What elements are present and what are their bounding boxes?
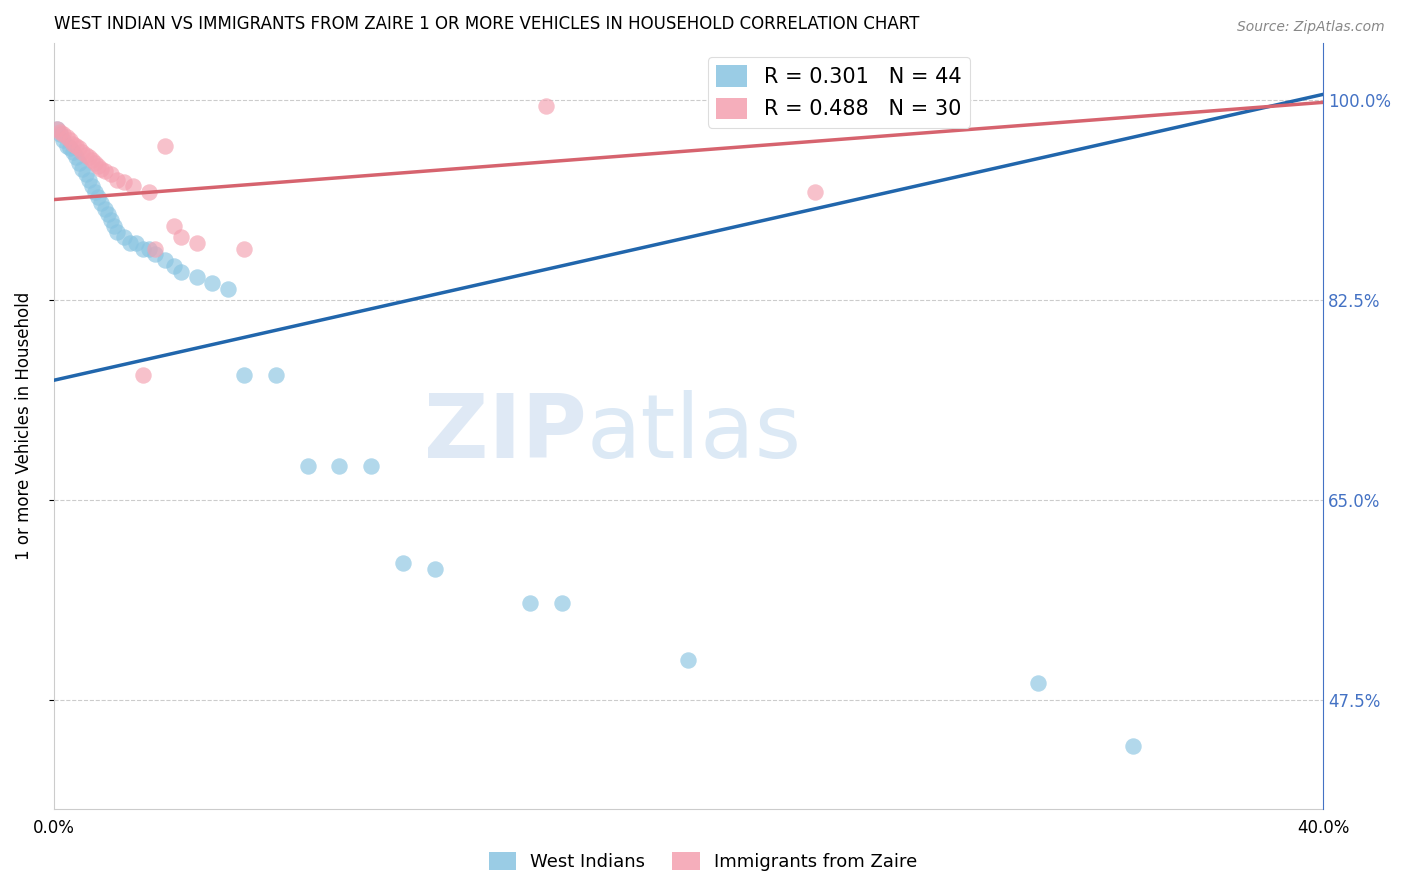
Point [186, 270, 208, 285]
Point [105, 173, 128, 187]
Point [93, 164, 115, 178]
Point [90, 161, 112, 176]
Point [131, 368, 153, 382]
Point [77, 150, 100, 164]
Point [264, 368, 287, 382]
Point [46, 121, 69, 136]
Point [67, 141, 90, 155]
Point [77, 173, 100, 187]
Point [233, 368, 256, 382]
Text: atlas: atlas [586, 390, 801, 477]
Point [103, 219, 125, 233]
Point [49, 128, 72, 142]
Point [519, 596, 541, 610]
Point [52, 133, 75, 147]
Point [534, 99, 557, 113]
Point [46, 121, 69, 136]
Legend: West Indians, Immigrants from Zaire: West Indians, Immigrants from Zaire [482, 845, 924, 879]
Y-axis label: 1 or more Vehicles in Household: 1 or more Vehicles in Household [15, 292, 32, 560]
Point [122, 178, 145, 193]
Point [90, 196, 112, 211]
Point [80, 178, 103, 193]
Point [105, 225, 128, 239]
Legend: R = 0.301   N = 44, R = 0.488   N = 30: R = 0.301 N = 44, R = 0.488 N = 30 [707, 57, 970, 128]
Point [217, 282, 239, 296]
Point [67, 156, 90, 170]
Point [55, 129, 77, 144]
Text: WEST INDIAN VS IMMIGRANTS FROM ZAIRE 1 OR MORE VEHICLES IN HOUSEHOLD CORRELATION: WEST INDIAN VS IMMIGRANTS FROM ZAIRE 1 O… [53, 15, 920, 33]
Point [100, 168, 122, 182]
Point [62, 136, 84, 151]
Point [170, 230, 193, 244]
Point [49, 125, 72, 139]
Point [84, 156, 107, 170]
Point [75, 168, 97, 182]
Point [145, 247, 167, 261]
Point [550, 596, 572, 610]
Point [93, 202, 115, 216]
Text: ZIP: ZIP [425, 390, 586, 477]
Point [125, 235, 148, 250]
Point [59, 133, 82, 147]
Point [75, 148, 97, 162]
Point [138, 185, 160, 199]
Point [163, 219, 186, 233]
Point [145, 242, 167, 256]
Point [804, 185, 827, 199]
Point [153, 138, 176, 153]
Point [1122, 739, 1144, 754]
Point [112, 230, 135, 244]
Point [170, 265, 193, 279]
Point [62, 145, 84, 159]
Point [201, 276, 224, 290]
Point [360, 458, 382, 473]
Point [80, 153, 103, 167]
Point [328, 458, 350, 473]
Text: Source: ZipAtlas.com: Source: ZipAtlas.com [1237, 20, 1385, 34]
Point [118, 235, 141, 250]
Point [153, 253, 176, 268]
Point [297, 458, 319, 473]
Point [72, 145, 94, 159]
Point [131, 242, 153, 256]
Point [100, 213, 122, 227]
Point [55, 138, 77, 153]
Point [97, 207, 120, 221]
Point [678, 653, 700, 667]
Point [186, 235, 208, 250]
Point [138, 242, 160, 256]
Point [65, 150, 87, 164]
Point [1026, 676, 1049, 690]
Point [392, 556, 415, 570]
Point [84, 185, 107, 199]
Point [87, 160, 110, 174]
Point [423, 562, 446, 576]
Point [72, 161, 94, 176]
Point [52, 128, 75, 142]
Point [87, 190, 110, 204]
Point [233, 242, 256, 256]
Point [112, 176, 135, 190]
Point [65, 138, 87, 153]
Point [163, 259, 186, 273]
Point [59, 141, 82, 155]
